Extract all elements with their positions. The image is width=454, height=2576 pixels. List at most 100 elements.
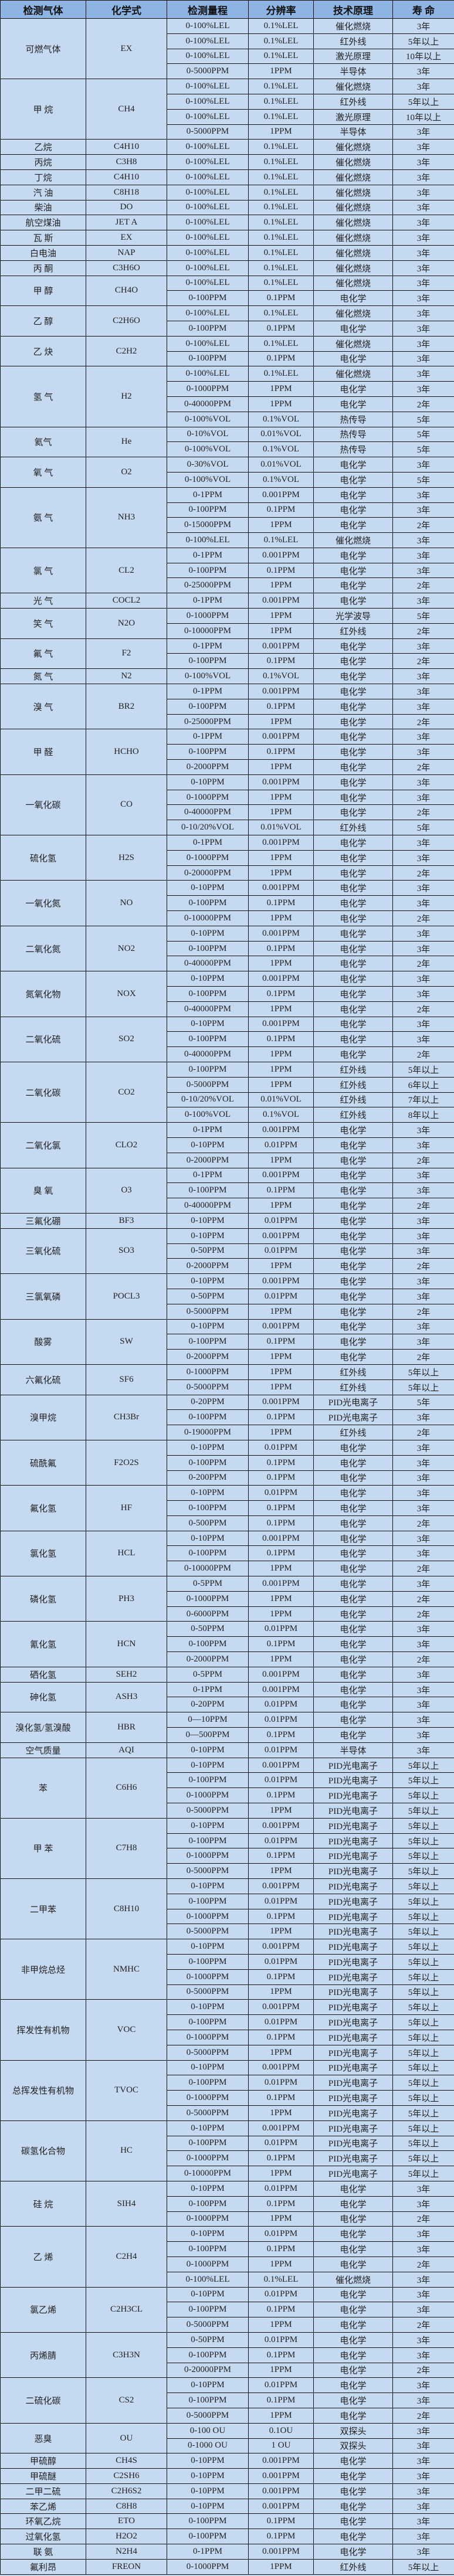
table-row: 氯 气 CL2 0-1PPM 0.001PPM 电化学 3年 xyxy=(0,547,454,594)
range-cell: 0-10PPM xyxy=(167,2180,249,2197)
lifespan-cell: 2年 xyxy=(392,1425,454,1440)
gas-name-cell: 二甲苯 xyxy=(0,1878,86,1940)
principle-cell: 催化燃烧 xyxy=(313,305,393,321)
table-row: 0-40000PPM 1PPM 电化学 2年 xyxy=(1,1046,454,1062)
lifespan-cell: 3年 xyxy=(392,774,454,790)
range-cell: 0-50PPM xyxy=(167,2332,249,2348)
gas-name-cell: 二氧化硫 xyxy=(0,1016,86,1062)
table-row: 0-5000PPM 1PPM 红外线 5年以上 xyxy=(1,1379,454,1395)
principle-cell: 电化学 xyxy=(313,1334,393,1350)
formula-cell: CL2 xyxy=(86,547,167,594)
table-row: 0-10000PPM 1PPM 电化学 2年 xyxy=(1,1561,454,1577)
resolution-cell: 0.001PPM xyxy=(248,1394,314,1411)
resolution-cell: 0.1PPM xyxy=(248,895,314,912)
principle-cell: 半导体 xyxy=(313,63,393,80)
principle-cell: 电化学 xyxy=(313,2286,393,2303)
lifespan-cell: 3年 xyxy=(392,63,454,80)
principle-cell: 电化学 xyxy=(313,1636,393,1653)
header-principle: 技术原理 xyxy=(313,0,393,19)
table-row: 0-5000PPM 1PPM 电化学 2年 xyxy=(1,2317,454,2333)
lifespan-cell: 2年 xyxy=(392,577,454,594)
gas-name-cell: 氯 气 xyxy=(0,547,86,594)
principle-cell: 电化学 xyxy=(313,2332,393,2348)
principle-cell: 电化学 xyxy=(313,940,393,957)
resolution-cell: 0.001PPM xyxy=(248,1228,314,1244)
formula-cell: CO xyxy=(86,774,167,836)
principle-cell: 电化学 xyxy=(313,2468,393,2484)
gas-name-cell: 砷化氢 xyxy=(0,1681,86,1713)
table-row: 硒化氢 SEH2 0-5PPM 0.001PPM 电化学 3年 xyxy=(0,1666,454,1683)
range-cell: 0-10PPM xyxy=(167,2468,249,2484)
table-row: 0-1000PPM 1PPM 电化学 2年 xyxy=(1,1591,454,1607)
formula-cell: F2 xyxy=(86,638,167,670)
table-row: 0-100PPM 0.1PPM 电化学 3年 xyxy=(1,986,454,1002)
range-cell: 0-100PPM xyxy=(167,290,249,307)
formula-cell: N2 xyxy=(86,668,167,685)
lifespan-cell: 3年 xyxy=(392,2544,454,2560)
principle-cell: PID光电离子 xyxy=(313,1923,393,1940)
table-row: 乙 烯 C2H4 0-10PPM 0.01PPM 电化学 3年 xyxy=(0,2226,454,2288)
lifespan-cell: 2年 xyxy=(392,1152,454,1168)
resolution-cell: 0.1%LEL xyxy=(248,33,314,49)
lifespan-cell: 5年以上 xyxy=(392,1379,454,1395)
range-cell: 0-30%VOL xyxy=(167,457,249,473)
lifespan-cell: 2年 xyxy=(392,2407,454,2424)
principle-cell: 电化学 xyxy=(313,713,393,730)
header-range: 检测量程 xyxy=(167,0,249,19)
formula-cell: HF xyxy=(86,1485,167,1531)
formula-cell: C2H4 xyxy=(86,2226,167,2288)
range-cell: 0-1000PPM xyxy=(167,1848,249,1864)
range-cell: 0-10PPM xyxy=(167,1228,249,1244)
range-cell: 0-10PPM xyxy=(167,1273,249,1289)
lifespan-cell: 3年 xyxy=(392,381,454,397)
formula-cell: SIH4 xyxy=(86,2180,167,2227)
range-cell: 0-100PPM xyxy=(167,351,249,367)
range-cell: 0-20PPM xyxy=(167,1697,249,1713)
lifespan-cell: 3年 xyxy=(392,335,454,352)
principle-cell: 热传导 xyxy=(313,411,393,427)
formula-cell: ETO xyxy=(86,2513,167,2530)
range-cell: 0-100%LEL xyxy=(167,366,249,382)
lifespan-cell: 5年 xyxy=(392,1394,454,1411)
range-cell: 0-100PPM xyxy=(167,2241,249,2257)
lifespan-cell: 3年 xyxy=(392,1576,454,1592)
principle-cell: 电化学 xyxy=(313,910,393,926)
formula-cell: JET A xyxy=(86,215,167,231)
range-cell: 0-10PPM xyxy=(167,1439,249,1456)
table-row: 瓦 斯 EX 0-100%LEL 0.1%LEL 催化燃烧 3年 xyxy=(0,230,454,246)
principle-cell: PID光电离子 xyxy=(313,2120,393,2136)
table-row: 硫化氢 H2S 0-1PPM 0.001PPM 电化学 3年 xyxy=(0,835,454,881)
resolution-cell: 0.1PPM xyxy=(248,2150,314,2167)
principle-cell: 电化学 xyxy=(313,1712,393,1728)
range-cell: 0-100%LEL xyxy=(167,260,249,276)
lifespan-cell: 3年 xyxy=(392,2226,454,2242)
resolution-cell: 0.001PPM xyxy=(248,684,314,699)
principle-cell: 红外线 xyxy=(313,1107,393,1123)
resolution-cell: 1PPM xyxy=(248,1001,314,1017)
resolution-cell: 0.001PPM xyxy=(248,880,314,896)
principle-cell: 电化学 xyxy=(313,593,393,609)
principle-cell: PID光电离子 xyxy=(313,2029,393,2045)
principle-cell: 电化学 xyxy=(313,381,393,397)
lifespan-cell: 3年 xyxy=(392,184,454,200)
formula-cell: HCL xyxy=(86,1530,167,1577)
range-cell: 0-100PPM xyxy=(167,1545,249,1562)
table-row: 0-1000PPM 0.1PPM PID光电离子 5年以上 xyxy=(1,1969,454,1985)
lifespan-cell: 2年 xyxy=(392,1561,454,1577)
resolution-cell: 0.01PPM xyxy=(248,1697,314,1713)
resolution-cell: 1PPM xyxy=(248,1061,314,1078)
formula-cell: CH4 xyxy=(86,79,167,140)
table-row: 0-100PPM 0.1PPM 电化学 3年 xyxy=(1,698,454,715)
gas-name-cell: 苯 xyxy=(0,1757,86,1819)
table-row: 环氧乙烷 ETO 0-100PPM 0.1PPM 电化学 3年 xyxy=(0,2513,454,2530)
resolution-cell: 0.1PPM xyxy=(248,1727,314,1743)
table-row: 联 氨 N2H4 0-1PPM 0.001PPM 电化学 3年 xyxy=(0,2544,454,2560)
table-row: 氟化氢 HF 0-10PPM 0.01PPM 电化学 3年 xyxy=(0,1485,454,1531)
table-row: 0-6000PPM 1PPM 电化学 2年 xyxy=(1,1606,454,1622)
principle-cell: 电化学 xyxy=(313,2196,393,2212)
resolution-cell: 0.1PPM xyxy=(248,351,314,367)
lifespan-cell: 3年 xyxy=(392,971,454,987)
lifespan-cell: 5年以上 xyxy=(392,2150,454,2167)
principle-cell: 电化学 xyxy=(313,1561,393,1577)
lifespan-cell: 2年 xyxy=(392,396,454,412)
